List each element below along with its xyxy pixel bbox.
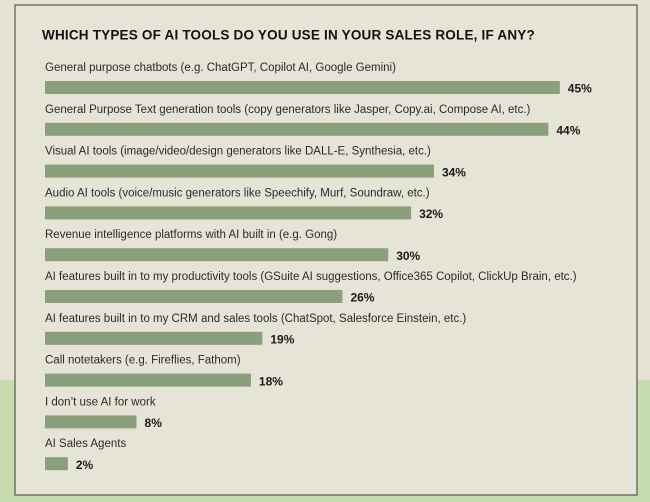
value-label: 2% bbox=[76, 458, 94, 472]
bar bbox=[45, 164, 434, 178]
category-label: Call notetakers (e.g. Fireflies, Fathom) bbox=[45, 355, 241, 367]
category-label: Audio AI tools (voice/music generators l… bbox=[45, 187, 430, 199]
value-label: 44% bbox=[556, 123, 580, 137]
bar bbox=[45, 248, 389, 262]
bar bbox=[45, 331, 263, 345]
bar bbox=[45, 206, 412, 220]
value-label: 19% bbox=[270, 332, 294, 346]
bar bbox=[45, 290, 343, 303]
category-label: Visual AI tools (image/video/design gene… bbox=[45, 146, 431, 158]
value-label: 26% bbox=[350, 291, 374, 305]
chart-title: WHICH TYPES OF AI TOOLS DO YOU USE IN YO… bbox=[42, 28, 535, 43]
category-label: AI Sales Agents bbox=[45, 438, 126, 450]
category-label: General purpose chatbots (e.g. ChatGPT, … bbox=[45, 62, 396, 74]
category-label: AI features built in to my productivity … bbox=[45, 271, 577, 283]
bar bbox=[45, 415, 137, 429]
value-label: 45% bbox=[568, 82, 592, 96]
value-label: 30% bbox=[396, 249, 420, 263]
category-label: I don’t use AI for work bbox=[45, 396, 156, 408]
bar bbox=[45, 122, 549, 136]
value-label: 34% bbox=[442, 165, 466, 179]
category-label: AI features built in to my CRM and sales… bbox=[45, 313, 466, 325]
category-label: General Purpose Text generation tools (c… bbox=[45, 104, 531, 116]
value-label: 18% bbox=[259, 374, 283, 388]
value-label: 32% bbox=[419, 207, 443, 221]
bar bbox=[45, 81, 560, 94]
bar bbox=[45, 373, 251, 387]
value-label: 8% bbox=[145, 416, 163, 430]
bar bbox=[45, 457, 68, 471]
category-label: Revenue intelligence platforms with AI b… bbox=[45, 229, 337, 241]
